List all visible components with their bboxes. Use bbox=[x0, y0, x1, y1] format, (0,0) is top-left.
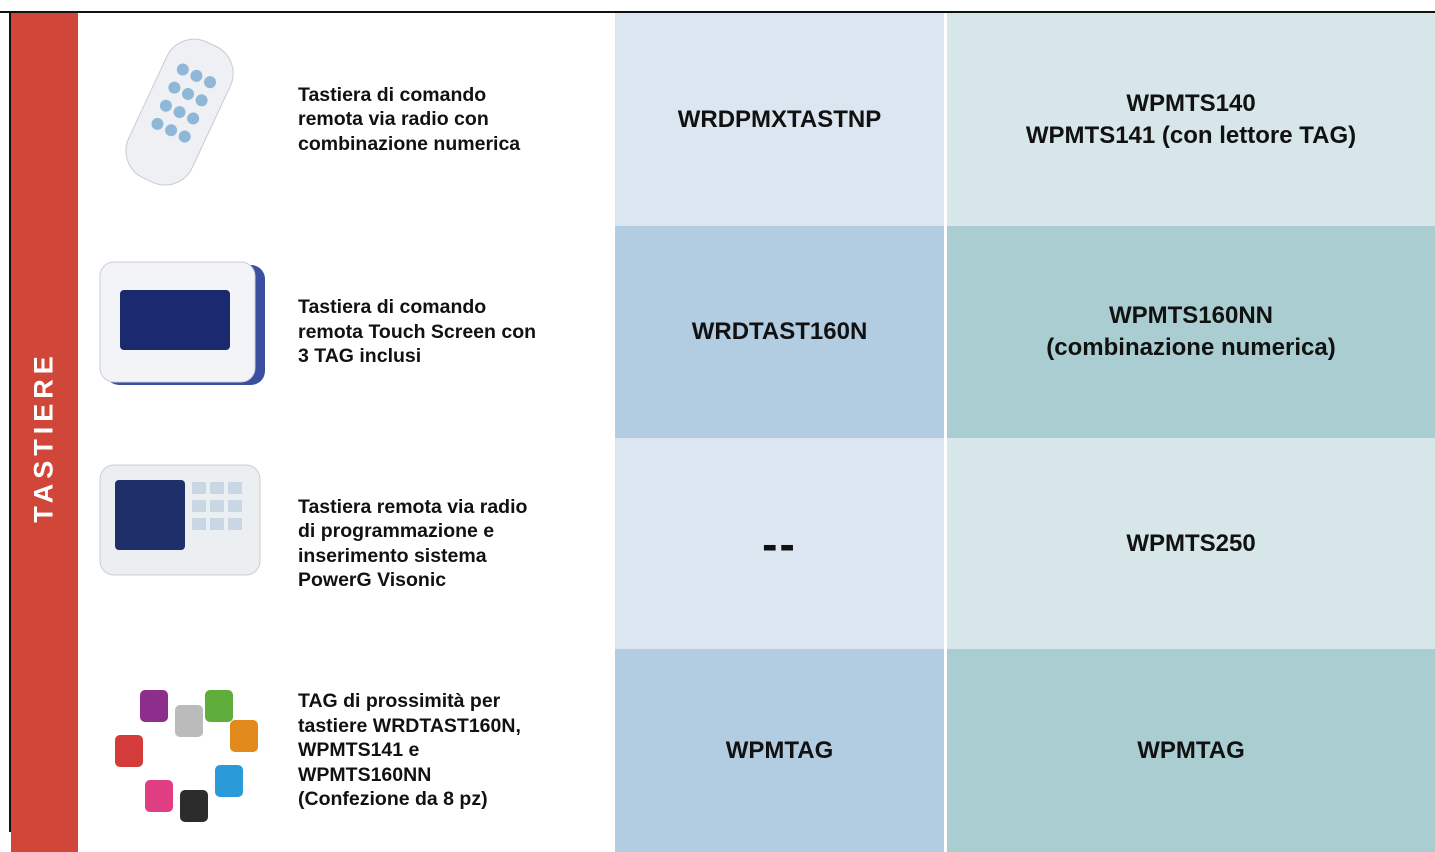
top-border bbox=[0, 11, 1435, 13]
code-cell: WPMTAG bbox=[947, 649, 1435, 852]
description-line: combinazione numerica bbox=[298, 132, 521, 155]
description-line: remota Touch Screen con bbox=[298, 320, 537, 343]
touch-keypad bbox=[99, 261, 265, 385]
description: Tastiera di comando remota Touch Screen c… bbox=[298, 226, 613, 438]
product-images bbox=[99, 38, 265, 822]
description-line: remota via radio con bbox=[298, 108, 489, 131]
description-line: WPMTS160NN bbox=[298, 763, 432, 786]
code-cell: -- bbox=[615, 438, 944, 649]
code-cell: WRDTAST160N bbox=[615, 226, 944, 438]
description-line: (Confezione da 8 pz) bbox=[298, 788, 488, 811]
code: WPMTS160NN bbox=[1108, 302, 1274, 329]
code-cell: WPMTS250 bbox=[947, 438, 1435, 649]
code: WPMTS141 (con lettore TAG) bbox=[1025, 121, 1357, 149]
description-line: inserimento sistema bbox=[298, 544, 487, 567]
description: Tastiera di comando remota via radio con c… bbox=[298, 13, 613, 226]
code: -- bbox=[762, 517, 797, 570]
code: WPMTAG bbox=[1137, 736, 1245, 764]
code: WPMTAG bbox=[725, 736, 834, 764]
code: WPMTS140 bbox=[1126, 89, 1256, 117]
code: (combinazione numerica) bbox=[1046, 334, 1336, 361]
lcd-keypad bbox=[99, 464, 261, 576]
description-line: TAG di prossimità per bbox=[298, 690, 501, 713]
code-cell: WPMTAG bbox=[615, 649, 944, 852]
description-line: Tastiera di comando bbox=[298, 296, 487, 319]
code: WPMTS250 bbox=[1126, 529, 1256, 557]
description: TAG di prossimità per tastiere WRDTAST160… bbox=[298, 649, 613, 852]
code: WRDPMXTASTNP bbox=[677, 105, 882, 133]
description-line: tastiere WRDTAST160N, bbox=[298, 714, 521, 737]
description-line: WPMTS141 e bbox=[298, 739, 420, 762]
description-line: Tastiera di comando bbox=[298, 83, 487, 106]
description-line: 3 TAG inclusi bbox=[298, 345, 422, 368]
code: WRDTAST160N bbox=[691, 318, 868, 345]
keypad-remote bbox=[125, 38, 234, 186]
code-cell: WPMTS140 WPMTS141 (con lettore TAG) bbox=[947, 13, 1435, 226]
description-line: di programmazione e bbox=[298, 520, 495, 542]
description-line: Tastiera remota via radio bbox=[298, 495, 528, 518]
section-band bbox=[11, 13, 78, 852]
description-line: PowerG Visonic bbox=[298, 569, 447, 591]
section-label: TASTIERE bbox=[28, 351, 59, 523]
description: Tastiera remota via radio di programmazio… bbox=[298, 438, 613, 649]
code-cell: WRDPMXTASTNP bbox=[615, 13, 944, 226]
left-border bbox=[9, 12, 11, 832]
code-cell: WPMTS160NN (combinazione numerica) bbox=[947, 226, 1435, 438]
tags bbox=[115, 690, 258, 822]
